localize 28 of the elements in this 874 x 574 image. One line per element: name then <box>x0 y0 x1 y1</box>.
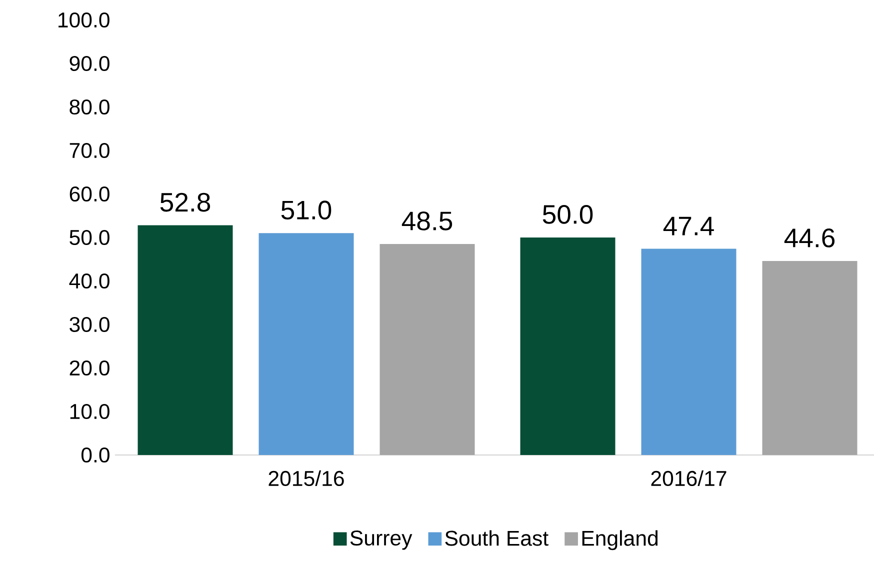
data-label: 44.6 <box>784 228 835 248</box>
data-label: 51.0 <box>281 200 332 220</box>
y-tick-label: 70.0 <box>70 142 110 158</box>
bar <box>138 225 233 455</box>
x-tick-label: 2015/16 <box>268 470 344 486</box>
bar <box>641 248 736 455</box>
x-tick-label: 2016/17 <box>651 470 726 486</box>
bar <box>520 237 616 455</box>
bar <box>762 260 858 455</box>
bar <box>258 233 354 455</box>
y-tick-label: 10.0 <box>70 404 110 420</box>
y-tick-label: 40.0 <box>69 273 110 289</box>
legend-label: England <box>582 530 658 550</box>
y-tick-label: 60.0 <box>70 186 110 202</box>
data-label: 50.0 <box>542 205 593 224</box>
data-label: 48.5 <box>402 212 452 230</box>
y-tick-label: 50.0 <box>70 230 110 246</box>
y-tick-label: 80.0 <box>70 99 110 115</box>
y-tick-label: 30.0 <box>70 316 110 332</box>
y-tick-label: 0.0 <box>81 447 110 463</box>
y-tick-label: 90.0 <box>70 56 110 72</box>
legend-label: Surrey <box>350 530 412 550</box>
data-label: 52.8 <box>160 192 210 212</box>
data-label: 47.4 <box>663 216 714 236</box>
y-tick-label: 100.0 <box>58 12 110 28</box>
y-tick-label: 20.0 <box>70 360 110 376</box>
bar <box>380 244 475 455</box>
legend-label: South East <box>445 530 548 546</box>
